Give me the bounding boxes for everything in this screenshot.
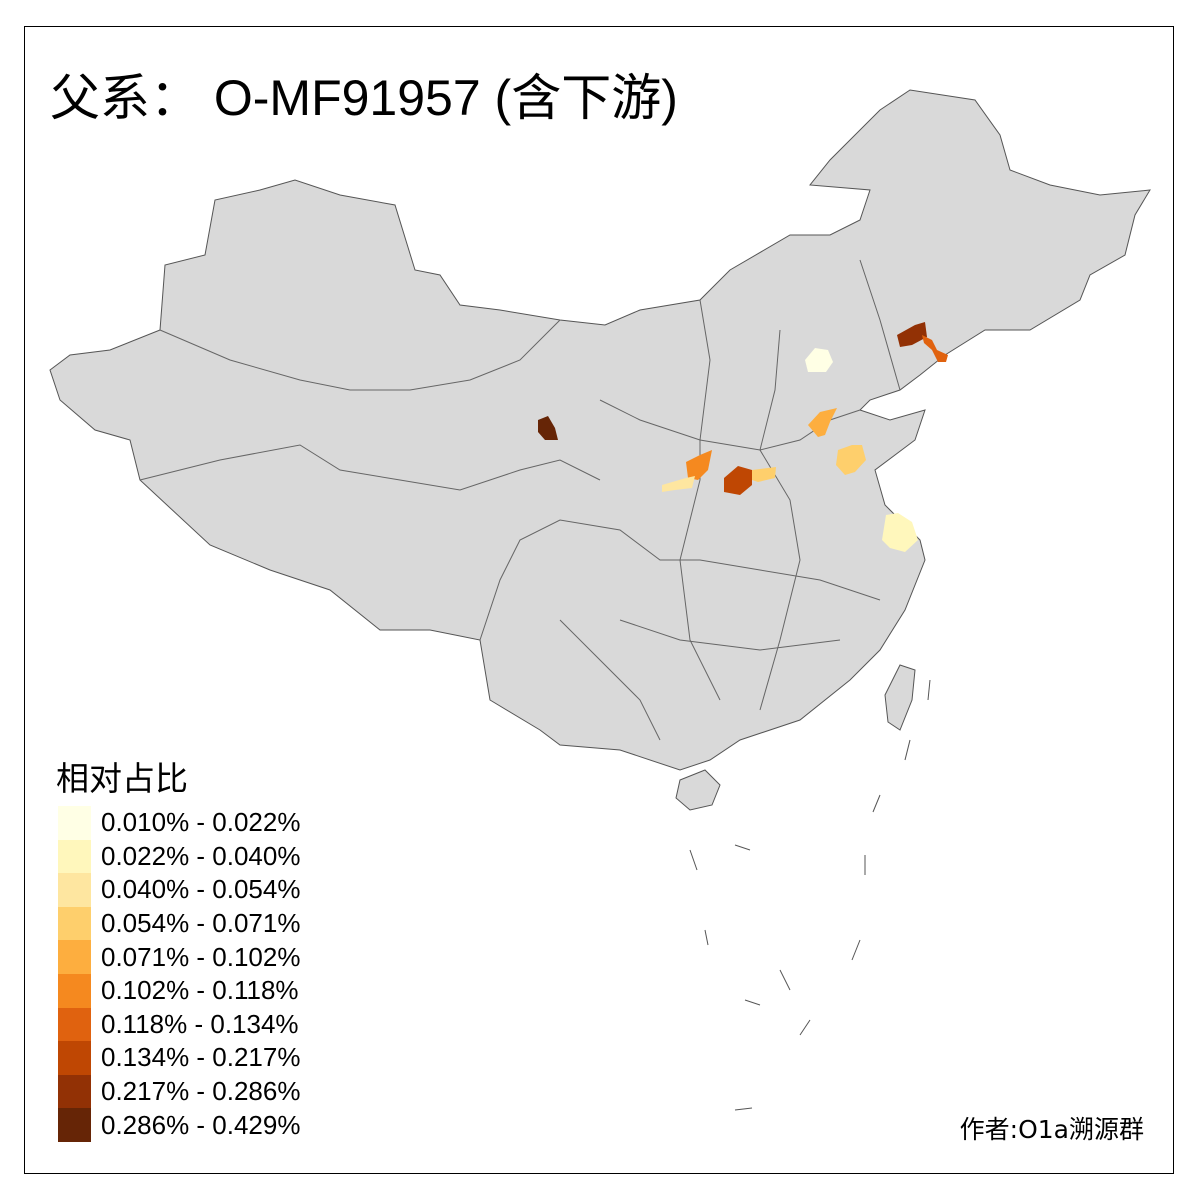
legend-label: 0.040% - 0.054% [101, 874, 301, 905]
highlighted-regions [538, 322, 948, 552]
legend: 0.010% - 0.022% 0.022% - 0.040% 0.040% -… [58, 806, 300, 1142]
legend-swatch [58, 1007, 91, 1042]
plot-frame [24, 26, 1174, 1174]
legend-item: 0.054% - 0.071% [58, 906, 301, 941]
map-title: 父系： O-MF91957 (含下游) [50, 70, 678, 126]
legend-item: 0.286% - 0.429% [58, 1108, 300, 1142]
legend-swatch [58, 873, 91, 907]
region-liaoning-east [922, 335, 948, 362]
region-shaanxi-south [662, 476, 695, 492]
legend-swatch [58, 1041, 91, 1075]
region-henan-east [752, 467, 776, 482]
legend-item: 0.102% - 0.118% [58, 973, 300, 1008]
taiwan-island [884, 664, 916, 731]
legend-item: 0.217% - 0.286% [58, 1074, 301, 1109]
legend-swatch [58, 940, 91, 974]
legend-label: 0.102% - 0.118% [101, 975, 299, 1006]
legend-label: 0.010% - 0.022% [101, 807, 301, 838]
legend-swatch [58, 906, 91, 941]
legend-label: 0.118% - 0.134% [101, 1008, 299, 1039]
legend-swatch [58, 1074, 91, 1109]
legend-label: 0.071% - 0.102% [101, 941, 301, 972]
region-shandong [836, 445, 866, 475]
legend-swatch [58, 839, 91, 874]
region-henan-west [724, 466, 752, 495]
region-beijing [805, 348, 833, 372]
legend-label: 0.022% - 0.040% [101, 840, 301, 871]
region-gansu [538, 416, 558, 440]
legend-item: 0.071% - 0.102% [58, 940, 300, 974]
region-liaoning-west [897, 322, 927, 347]
south-sea-islands [689, 679, 931, 1111]
legend-label: 0.134% - 0.217% [101, 1042, 301, 1073]
legend-item: 0.134% - 0.217% [58, 1041, 300, 1075]
legend-swatch [58, 1108, 91, 1142]
legend-item: 0.118% - 0.134% [58, 1007, 300, 1042]
legend-swatch [58, 973, 91, 1008]
china-mainland [49, 89, 1151, 771]
legend-item: 0.010% - 0.022% [58, 806, 300, 840]
region-hebei [808, 408, 837, 437]
legend-item: 0.022% - 0.040% [58, 839, 301, 874]
region-jiangsu [882, 513, 918, 552]
legend-label: 0.286% - 0.429% [101, 1109, 301, 1140]
legend-swatch [58, 806, 91, 840]
legend-title: 相对占比 [56, 759, 188, 798]
legend-item: 0.040% - 0.054% [58, 873, 300, 907]
legend-label: 0.217% - 0.286% [101, 1076, 301, 1107]
region-shaanxi-north [686, 450, 712, 480]
hainan-island [675, 769, 721, 811]
author-credit: 作者:O1a溯源群 [959, 1115, 1144, 1144]
province-borders [139, 259, 901, 741]
legend-label: 0.054% - 0.071% [101, 908, 301, 939]
